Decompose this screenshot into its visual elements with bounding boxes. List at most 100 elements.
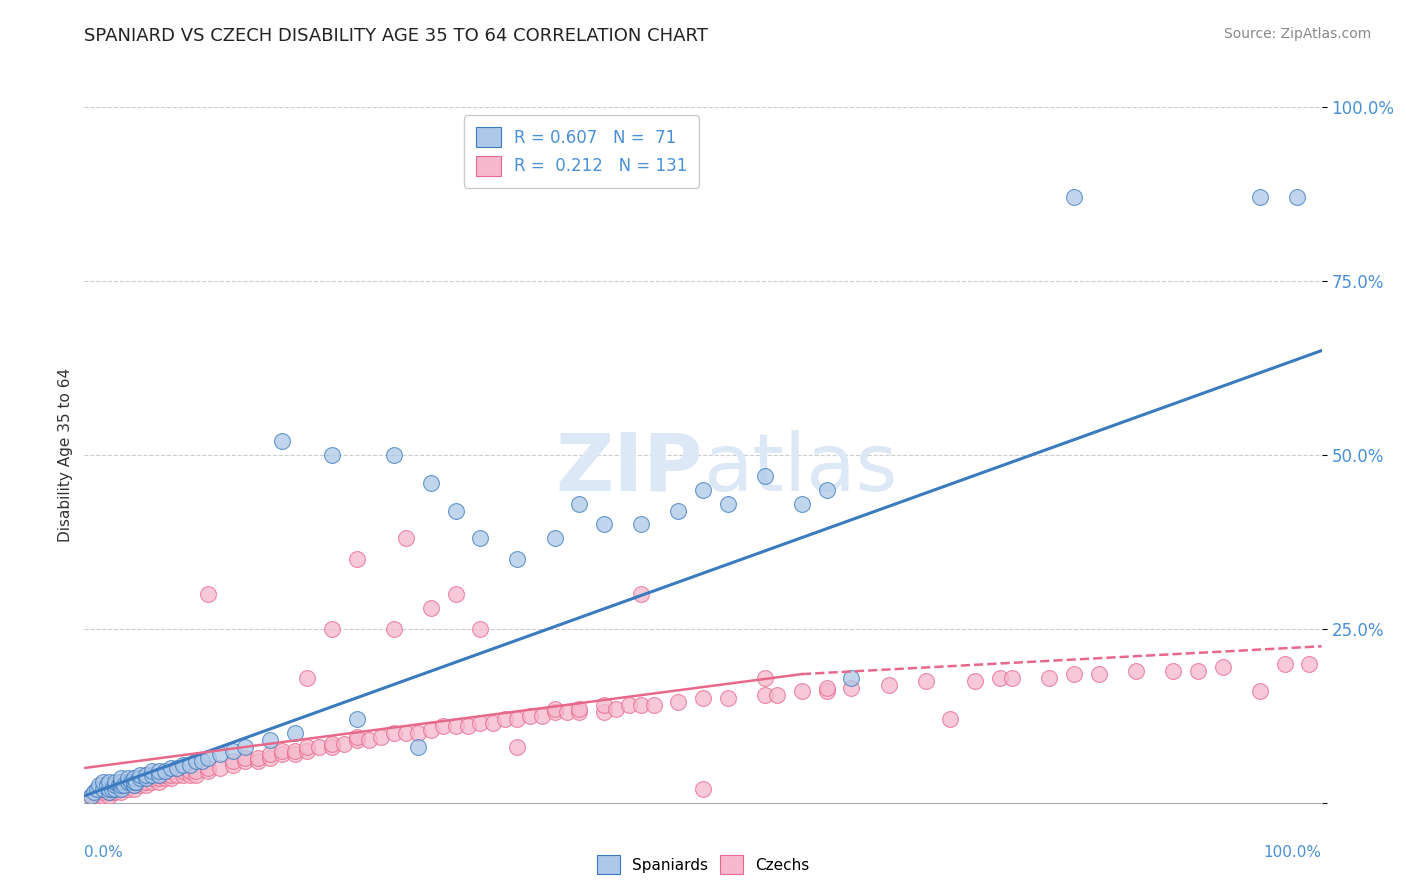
Point bbox=[104, 785, 127, 799]
Point bbox=[135, 775, 157, 789]
Point bbox=[1274, 657, 1296, 671]
Point bbox=[104, 781, 127, 796]
Point bbox=[1298, 657, 1320, 671]
Point bbox=[100, 781, 122, 796]
Point bbox=[841, 671, 863, 685]
Point bbox=[506, 740, 529, 755]
Point bbox=[382, 448, 405, 462]
Point bbox=[122, 772, 145, 786]
Point bbox=[98, 781, 121, 796]
Point bbox=[98, 785, 121, 799]
Point bbox=[506, 712, 529, 726]
Point bbox=[122, 781, 145, 796]
Point bbox=[382, 622, 405, 636]
Point bbox=[222, 757, 245, 772]
Point bbox=[295, 671, 318, 685]
Point bbox=[408, 726, 430, 740]
Text: Source: ZipAtlas.com: Source: ZipAtlas.com bbox=[1223, 27, 1371, 41]
Point bbox=[110, 781, 132, 796]
Point bbox=[110, 775, 132, 789]
Point bbox=[568, 497, 591, 511]
Point bbox=[96, 785, 118, 799]
Point bbox=[89, 778, 111, 792]
Point bbox=[141, 764, 163, 779]
Point bbox=[209, 761, 232, 775]
Text: atlas: atlas bbox=[703, 430, 897, 508]
Point bbox=[108, 781, 131, 796]
Point bbox=[939, 712, 962, 726]
Point bbox=[135, 768, 157, 782]
Point bbox=[117, 772, 139, 786]
Point bbox=[481, 715, 503, 730]
Point bbox=[110, 775, 132, 789]
Point bbox=[259, 747, 281, 761]
Point bbox=[91, 781, 114, 796]
Point bbox=[197, 761, 219, 775]
Point bbox=[1187, 664, 1209, 678]
Point bbox=[432, 719, 454, 733]
Point bbox=[98, 781, 121, 796]
Point bbox=[790, 497, 813, 511]
Point bbox=[308, 740, 330, 755]
Point bbox=[79, 789, 101, 803]
Point bbox=[321, 737, 343, 751]
Point bbox=[370, 730, 392, 744]
Point bbox=[184, 764, 207, 779]
Point bbox=[233, 740, 256, 755]
Point bbox=[179, 764, 201, 779]
Point bbox=[877, 677, 900, 691]
Point bbox=[346, 733, 368, 747]
Point bbox=[271, 747, 294, 761]
Point bbox=[419, 601, 441, 615]
Point bbox=[815, 483, 838, 497]
Point bbox=[284, 744, 307, 758]
Point bbox=[346, 552, 368, 566]
Point bbox=[419, 723, 441, 737]
Point bbox=[1063, 190, 1085, 204]
Point bbox=[148, 772, 170, 786]
Point bbox=[271, 744, 294, 758]
Point bbox=[555, 706, 578, 720]
Point bbox=[135, 768, 157, 782]
Legend: Spaniards, Czechs: Spaniards, Czechs bbox=[591, 849, 815, 880]
Point bbox=[79, 789, 101, 803]
Point bbox=[110, 772, 132, 786]
Point bbox=[89, 785, 111, 799]
Point bbox=[617, 698, 640, 713]
Point bbox=[419, 475, 441, 490]
Point bbox=[117, 775, 139, 789]
Point bbox=[754, 468, 776, 483]
Point bbox=[184, 754, 207, 768]
Point bbox=[408, 740, 430, 755]
Point bbox=[166, 768, 188, 782]
Point bbox=[100, 781, 122, 796]
Point bbox=[295, 740, 318, 755]
Point bbox=[148, 775, 170, 789]
Point bbox=[86, 789, 108, 803]
Point bbox=[444, 719, 467, 733]
Point bbox=[104, 781, 127, 796]
Point bbox=[108, 778, 131, 792]
Point bbox=[96, 778, 118, 792]
Point bbox=[184, 768, 207, 782]
Point bbox=[122, 778, 145, 792]
Point bbox=[122, 778, 145, 792]
Point bbox=[666, 503, 689, 517]
Point bbox=[593, 706, 616, 720]
Point bbox=[630, 517, 652, 532]
Point bbox=[593, 698, 616, 713]
Point bbox=[692, 691, 714, 706]
Point bbox=[593, 517, 616, 532]
Point bbox=[135, 772, 157, 786]
Point bbox=[160, 772, 183, 786]
Point bbox=[1249, 190, 1271, 204]
Point bbox=[605, 702, 627, 716]
Point bbox=[148, 768, 170, 782]
Point bbox=[543, 532, 565, 546]
Point bbox=[197, 587, 219, 601]
Point bbox=[568, 706, 591, 720]
Point bbox=[112, 778, 135, 792]
Legend: R = 0.607   N =  71, R =  0.212   N = 131: R = 0.607 N = 71, R = 0.212 N = 131 bbox=[464, 115, 699, 187]
Point bbox=[246, 750, 269, 764]
Point bbox=[117, 781, 139, 796]
